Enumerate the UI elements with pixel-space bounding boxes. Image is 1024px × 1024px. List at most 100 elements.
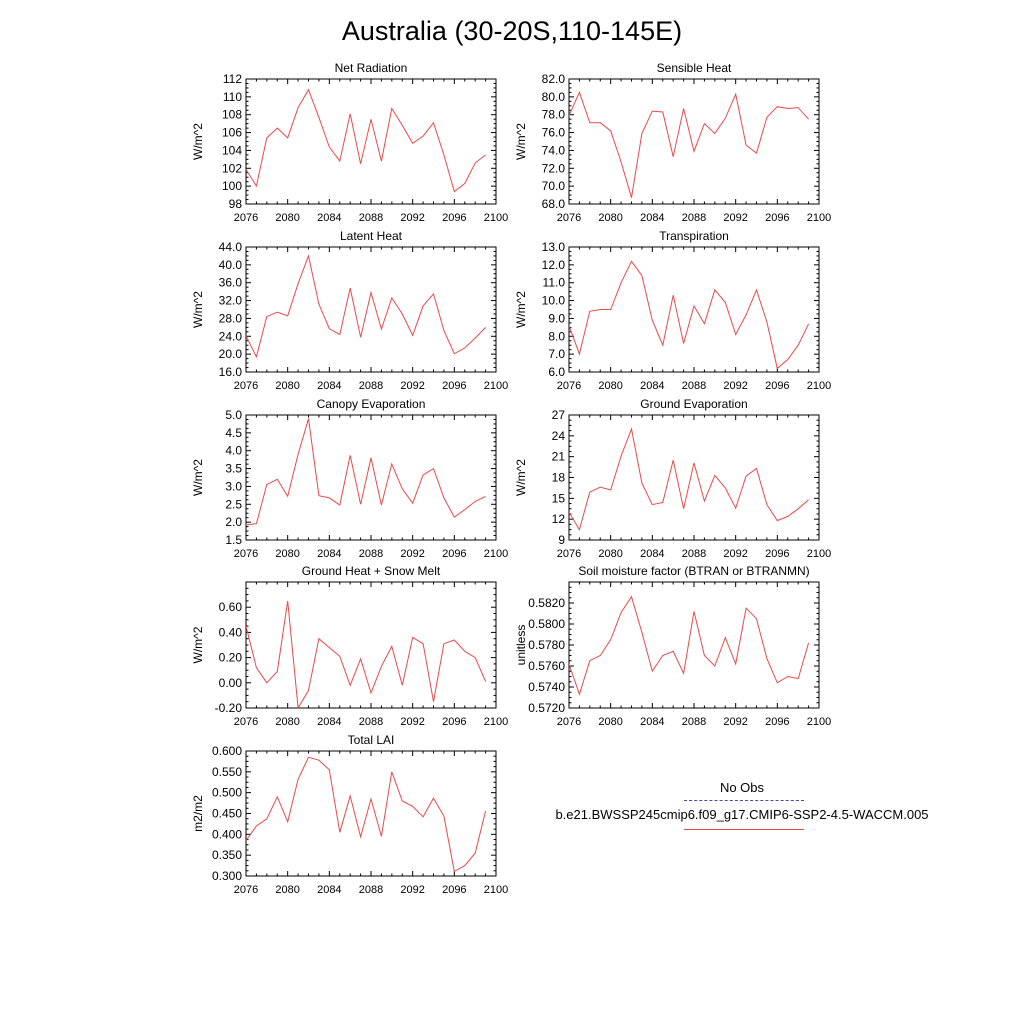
x-tick-label: 2080	[598, 548, 622, 560]
panel-7: 2076 2080 2084 2088 2092 2096 2100 -0.20 0.00 0.2…	[191, 564, 508, 728]
x-tick-label: 2096	[765, 716, 789, 728]
x-tick-label: 2088	[359, 884, 383, 896]
y-tick-label: 27	[552, 408, 566, 422]
y-tick-label: 0.60	[219, 600, 243, 614]
x-tick-label: 2096	[442, 212, 466, 224]
y-tick-label: 3.5	[225, 462, 242, 476]
x-tick-label: 2084	[640, 716, 664, 728]
y-tick-label: 4.5	[225, 426, 242, 440]
x-tick-label: 2084	[317, 884, 341, 896]
x-tick-label: 2100	[484, 380, 508, 392]
plot-frame	[568, 414, 820, 541]
panel-5: 2076 2080 2084 2088 2092 2096 2100 1.5 2.0 2.5 3.0…	[191, 397, 508, 560]
y-axis-label: W/m^2	[514, 459, 528, 496]
x-tick-label: 2076	[234, 212, 258, 224]
x-tick-label: 2100	[484, 716, 508, 728]
y-tick-label: 72.0	[542, 161, 566, 175]
series-line-1	[246, 88, 486, 193]
x-tick-label: 2088	[682, 716, 706, 728]
y-axis-label: W/m^2	[191, 123, 205, 160]
plot-frame	[245, 246, 497, 373]
y-tick-label: 80.0	[542, 90, 566, 104]
y-tick-label: 12.0	[542, 258, 566, 272]
legend-obs-line	[684, 800, 804, 801]
x-tick-label: 2100	[484, 884, 508, 896]
series-line-1	[246, 600, 487, 708]
x-tick-label: 2084	[317, 212, 341, 224]
x-tick-label: 2100	[807, 212, 831, 224]
panel-title: Ground Heat + Snow Melt	[302, 564, 441, 578]
x-tick-label: 2100	[484, 212, 508, 224]
x-tick-label: 2096	[442, 884, 466, 896]
x-tick-label: 2100	[807, 380, 831, 392]
y-tick-label: 102	[222, 161, 242, 175]
y-tick-label: 0.550	[212, 765, 242, 779]
y-tick-label: 0.20	[219, 651, 243, 665]
legend-model-label: b.e21.BWSSP245cmip6.f09_g17.CMIP6-SSP2-4…	[555, 807, 929, 822]
y-tick-label: 9.0	[548, 311, 565, 325]
panel-3: 2076 2080 2084 2088 2092 2096 2100 16.0 20.0 24.0…	[191, 229, 508, 392]
series-line-1	[246, 254, 486, 359]
y-tick-label: 24	[552, 429, 566, 443]
y-tick-label: 0.5820	[528, 596, 565, 610]
y-tick-label: 78.0	[542, 108, 566, 122]
x-tick-label: 2084	[317, 380, 341, 392]
figure-title: Australia (30-20S,110-145E)	[342, 16, 682, 46]
x-tick-label: 2084	[640, 548, 664, 560]
y-axis-label: unitless	[514, 625, 528, 666]
x-tick-label: 2080	[275, 884, 299, 896]
x-tick-label: 2076	[234, 548, 258, 560]
panel-title: Soil moisture factor (BTRAN or BTRANMN)	[578, 564, 809, 578]
y-tick-label: 0.350	[212, 848, 242, 862]
y-tick-label: 112	[223, 72, 242, 86]
y-tick-label: 28.0	[219, 311, 243, 325]
y-tick-label: 106	[222, 126, 242, 140]
x-tick-label: 2088	[682, 212, 706, 224]
y-tick-label: 68.0	[542, 197, 566, 211]
plot-frame	[568, 581, 820, 709]
x-tick-label: 2084	[317, 548, 341, 560]
y-tick-label: 98	[229, 197, 243, 211]
plot-frame	[245, 750, 497, 877]
x-tick-label: 2080	[598, 716, 622, 728]
y-tick-label: 11.0	[543, 276, 566, 290]
panels: 2076 2080 2084 2088 2092 2096 2100 98 100 102 104 1…	[191, 61, 831, 896]
x-tick-label: 2076	[557, 212, 581, 224]
y-tick-label: 0.40	[219, 625, 243, 639]
x-tick-label: 2084	[640, 212, 664, 224]
y-axis-label: W/m^2	[514, 291, 528, 328]
x-tick-label: 2076	[234, 716, 258, 728]
x-tick-label: 2096	[442, 380, 466, 392]
y-tick-label: 76.0	[542, 126, 566, 140]
x-tick-label: 2096	[442, 716, 466, 728]
panel-4: 2076 2080 2084 2088 2092 2096 2100 6.0 7.0 8.0 9.0…	[514, 229, 831, 392]
x-tick-label: 2100	[807, 548, 831, 560]
x-tick-label: 2092	[723, 548, 747, 560]
y-tick-label: 21	[552, 450, 566, 464]
panel-title: Canopy Evaporation	[317, 397, 426, 411]
x-tick-label: 2088	[682, 548, 706, 560]
x-tick-label: 2092	[723, 716, 747, 728]
x-tick-label: 2092	[723, 380, 747, 392]
y-tick-label: 108	[222, 108, 242, 122]
y-tick-label: 4.0	[225, 444, 242, 458]
y-tick-label: 18	[552, 471, 566, 485]
y-tick-label: 100	[222, 179, 242, 193]
x-tick-label: 2092	[400, 548, 424, 560]
x-tick-label: 2084	[317, 716, 341, 728]
y-tick-label: 0.300	[212, 869, 242, 883]
series-line-1	[569, 427, 809, 531]
x-tick-label: 2088	[359, 212, 383, 224]
x-tick-label: 2096	[765, 548, 789, 560]
y-axis-label: m2/m2	[191, 795, 205, 832]
x-tick-label: 2100	[484, 548, 508, 560]
plot-frame	[245, 414, 497, 541]
panel-title: Latent Heat	[340, 229, 403, 243]
x-tick-label: 2084	[640, 380, 664, 392]
x-tick-label: 2076	[557, 716, 581, 728]
y-tick-label: 0.400	[212, 827, 242, 841]
x-tick-label: 2080	[275, 548, 299, 560]
y-tick-label: 0.5720	[528, 701, 565, 715]
x-tick-label: 2088	[682, 380, 706, 392]
x-tick-label: 2092	[400, 884, 424, 896]
